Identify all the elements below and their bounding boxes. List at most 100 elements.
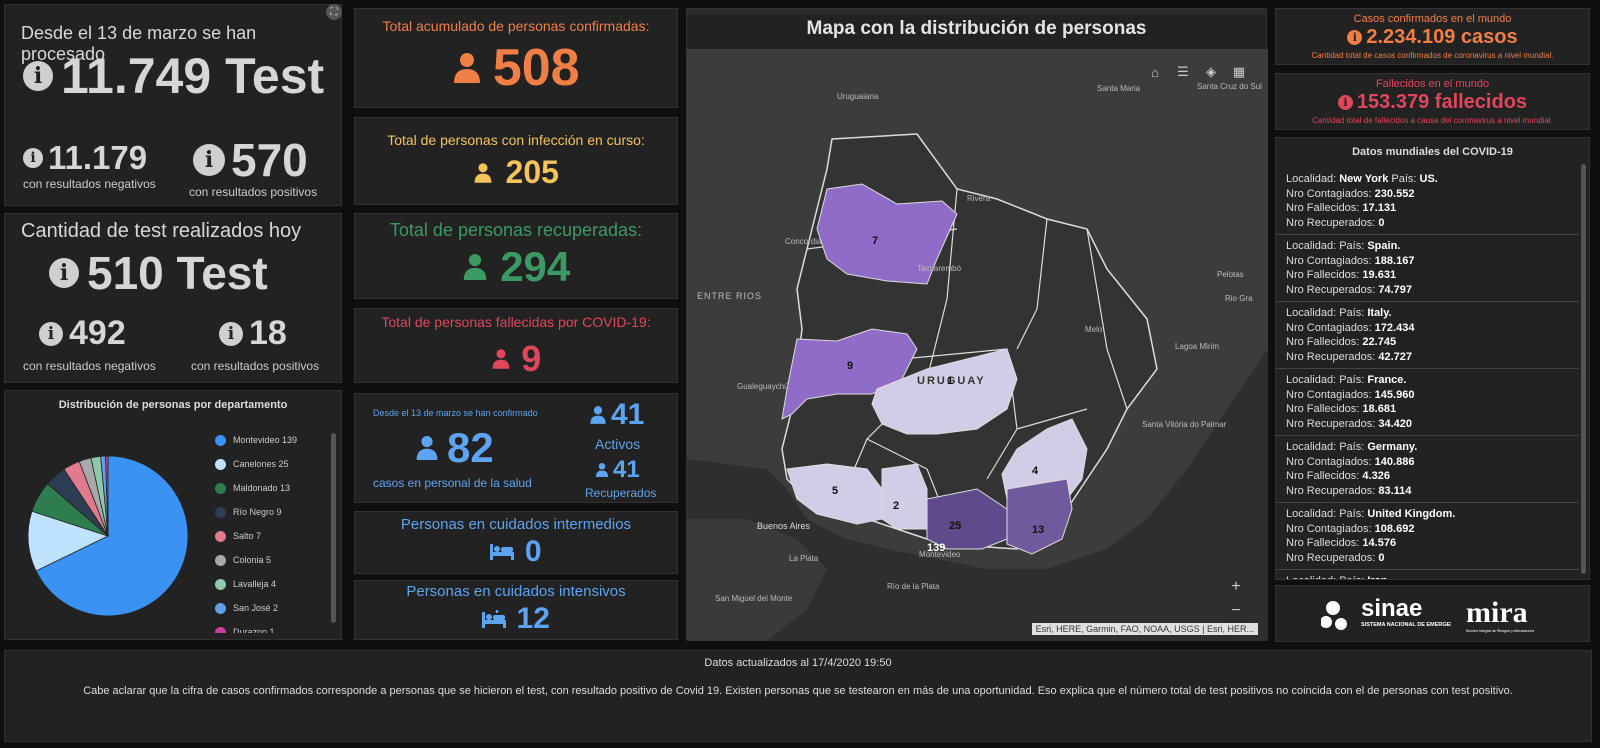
- legend-item[interactable]: Maldonado 13: [215, 476, 327, 500]
- zoom-in-button[interactable]: +: [1231, 578, 1241, 595]
- zoom-out-button[interactable]: −: [1231, 602, 1241, 619]
- person-icon: [590, 406, 606, 424]
- tests-positive-label: con resultados positivos: [189, 185, 318, 199]
- legend-scrollbar[interactable]: [331, 433, 336, 623]
- map-toolbar: ⌂ ☰ ◈ ▦: [1142, 59, 1252, 85]
- mira-logo: mira Monitor Integral de Riesgos y Afect…: [1466, 596, 1534, 633]
- tests-total: 11.749 Test: [61, 48, 325, 104]
- legend-item[interactable]: Durazno 1: [215, 620, 327, 633]
- info-icon: i: [1337, 95, 1353, 110]
- expand-icon[interactable]: ⛶: [326, 4, 342, 20]
- legend-item[interactable]: Lavalleja 4: [215, 572, 327, 596]
- dept-value: 1: [947, 375, 953, 387]
- world-data-title: Datos mundiales del COVID-19: [1352, 146, 1513, 158]
- legend-label: Río Negro 9: [233, 507, 282, 517]
- health-label: casos en personal de la salud: [373, 476, 532, 490]
- intensive-value: 12: [516, 602, 550, 635]
- tests-positive-value: 570: [231, 134, 308, 186]
- place-label: Rio Gra: [1225, 294, 1253, 303]
- deceased-title: Total de personas fallecidas por COVID-1…: [381, 314, 651, 330]
- dept-value: 25: [949, 520, 961, 532]
- pie-chart: [27, 455, 189, 617]
- info-icon: i: [193, 144, 225, 176]
- health-active-value: 41: [611, 398, 645, 431]
- pie-slice-durazno[interactable]: [105, 455, 109, 537]
- tests-processed-panel: Desde el 13 de marzo se han procesado ⛶ …: [4, 4, 342, 206]
- world-confirmed-title: Casos confirmados en el mundo: [1353, 13, 1512, 25]
- place-label: Montevideo: [919, 550, 961, 559]
- place-label: Rivera: [967, 194, 991, 203]
- legend-item[interactable]: Salto 7: [215, 524, 327, 548]
- tests-negative-label: con resultados negativos: [23, 177, 156, 191]
- world-row: Localidad: País: Germany. Nro Contagiados…: [1276, 436, 1579, 503]
- layers-icon[interactable]: ◈: [1206, 64, 1216, 79]
- footer-panel: Datos actualizados al 17/4/2020 19:50 Ca…: [4, 650, 1592, 742]
- map-panel[interactable]: Mapa con la distribución de personas Uru…: [686, 8, 1268, 641]
- map-attribution: Esri, HERE, Garmin, FAO, NOAA, USGS | Es…: [1031, 623, 1258, 635]
- legend-swatch: [215, 458, 226, 470]
- pie-slice-canelones[interactable]: [27, 510, 110, 572]
- disclaimer-text: Cabe aclarar que la cifra de casos confi…: [83, 685, 1513, 697]
- info-icon: i: [23, 61, 53, 91]
- info-icon: i: [23, 148, 43, 168]
- place-label: Santa Cruz do Sul: [1197, 82, 1262, 91]
- place-label: Gualeguaychú: [737, 382, 789, 391]
- health-recovered-label: Recuperados: [585, 486, 657, 500]
- legend-label: Colonia 5: [233, 555, 272, 565]
- dept-value: 7: [872, 235, 878, 247]
- legend-swatch: [215, 506, 226, 518]
- intensive-title: Personas en cuidados intensivos: [406, 583, 626, 600]
- person-icon: [463, 254, 487, 280]
- legend-item[interactable]: Río Negro 9: [215, 500, 327, 524]
- intensive-care-panel: Personas en cuidados intensivos 12: [354, 580, 678, 640]
- place-label: San Miguel del Monte: [715, 594, 793, 603]
- pie-chart-panel: Distribución de personas por departament…: [4, 390, 342, 640]
- world-row: Localidad: País: France. Nro Contagiados:…: [1276, 369, 1579, 436]
- info-icon: i: [219, 321, 243, 346]
- legend-list-icon[interactable]: ☰: [1177, 64, 1189, 79]
- place-label: Melo: [1085, 325, 1103, 334]
- basemap-icon[interactable]: ▦: [1232, 64, 1246, 79]
- legend-item[interactable]: San José 2: [215, 596, 327, 620]
- active-panel: Total de personas con infección en curso…: [354, 117, 678, 205]
- map-canvas[interactable]: Uruguaiana Santa Maria Santa Cruz do Sul…: [687, 49, 1268, 641]
- intermediate-title: Personas en cuidados intermedios: [400, 516, 632, 533]
- world-deaths-caption: Cantidad total de fallecidos a causa del…: [1312, 116, 1553, 125]
- place-label: Santa Vitória do Palmar: [1142, 420, 1227, 429]
- confirmed-title: Total acumulado de personas confirmadas:: [382, 18, 650, 34]
- health-recovered-value: 41: [613, 456, 640, 483]
- place-label: Pelotas: [1217, 270, 1244, 279]
- dept-value: 139: [927, 542, 945, 554]
- place-label: Tacuarembó: [917, 264, 962, 273]
- active-value: 205: [505, 154, 559, 190]
- legend-label: San José 2: [233, 603, 279, 613]
- pie-slice-montevideo[interactable]: [35, 455, 189, 617]
- person-icon: [454, 53, 481, 83]
- world-deaths-title: Fallecidos en el mundo: [1375, 78, 1490, 90]
- person-icon: [416, 436, 438, 460]
- world-row: Localidad: País: Italy. Nro Contagiados: …: [1276, 302, 1579, 369]
- legend-item[interactable]: Montevideo 139: [215, 428, 327, 452]
- world-row: Localidad: País: Spain. Nro Contagiados: …: [1276, 235, 1579, 302]
- health-value: 82: [447, 424, 494, 471]
- zoom-control: + −: [1224, 575, 1248, 623]
- dept-value: 9: [847, 360, 853, 372]
- world-scrollbar[interactable]: [1581, 164, 1586, 574]
- legend-label: Salto 7: [233, 531, 262, 541]
- map-title: Mapa con la distribución de personas: [687, 15, 1266, 53]
- svg-text:sinae: sinae: [1361, 595, 1422, 622]
- legend-label: Durazno 1: [233, 627, 275, 633]
- intermediate-value: 0: [524, 535, 542, 568]
- country-label: URUGUAY: [917, 375, 986, 387]
- place-label: Concordia: [785, 237, 822, 246]
- place-label: Buenos Aires: [757, 521, 811, 531]
- legend-item[interactable]: Colonia 5: [215, 548, 327, 572]
- home-icon[interactable]: ⌂: [1151, 64, 1159, 80]
- health-caption: Desde el 13 de marzo se han confirmado: [373, 408, 538, 418]
- bed-icon: [490, 544, 515, 560]
- intermediate-care-panel: Personas en cuidados intermedios 0: [354, 511, 678, 574]
- legend-item[interactable]: Canelones 25: [215, 452, 327, 476]
- pie-chart-title: Distribución de personas por departament…: [58, 399, 288, 411]
- world-data-list[interactable]: Localidad: New York País: US. Nro Contagi…: [1276, 168, 1579, 579]
- tests-today-total: 510 Test: [87, 247, 268, 299]
